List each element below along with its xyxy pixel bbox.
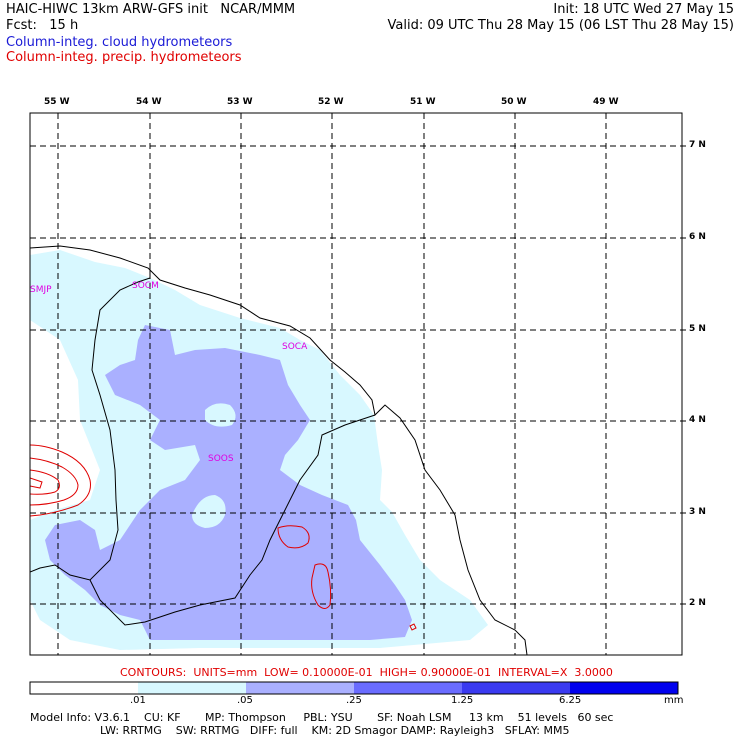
lat-ticks xyxy=(682,145,686,605)
contours-info: CONTOURS: UNITS=mm LOW= 0.10000E-01 HIGH… xyxy=(120,666,613,679)
model-info-line2: LW: RRTMG SW: RRTMG DIFF: full KM: 2D Sm… xyxy=(100,724,570,737)
lat-label-6n: 6 N xyxy=(689,232,706,242)
cloud-shading-medium xyxy=(45,325,412,640)
lon-label-49w: 49 W xyxy=(593,97,619,107)
colorbar-label: 1.25 xyxy=(451,695,474,706)
cloud-hole-2 xyxy=(205,403,236,427)
lat-label-4n: 4 N xyxy=(689,415,706,425)
lon-label-50w: 50 W xyxy=(501,97,527,107)
colorbar-unit: mm xyxy=(664,695,684,706)
field-label-cloud: Column-integ. cloud hydrometeors xyxy=(6,35,233,50)
model-info-line1: Model Info: V3.6.1 CU: KF MP: Thompson P… xyxy=(30,711,614,724)
colorbar-label: 6.25 xyxy=(559,695,582,706)
station-label: SOCM xyxy=(132,281,159,291)
map-frame xyxy=(29,112,683,656)
field-label-precip: Column-integ. precip. hydrometeors xyxy=(6,50,242,65)
station-label: SOOS xyxy=(208,454,234,464)
precip-contours xyxy=(30,444,417,631)
station-label: SOCA xyxy=(282,342,308,352)
lat-label-5n: 5 N xyxy=(689,324,706,334)
forecast-hour: Fcst: 15 h xyxy=(6,18,79,33)
colorbar-label: .25 xyxy=(346,695,362,706)
lon-label-54w: 54 W xyxy=(136,97,162,107)
lon-label-52w: 52 W xyxy=(318,97,344,107)
coastline-borders xyxy=(30,245,528,655)
colorbar-label: .05 xyxy=(237,695,253,706)
lat-label-7n: 7 N xyxy=(689,140,706,150)
colorbar xyxy=(29,681,679,695)
station-label: SMJP xyxy=(30,285,52,295)
lon-label-55w: 55 W xyxy=(44,97,70,107)
init-time: Init: 18 UTC Wed 27 May 15 xyxy=(553,2,734,17)
map-fields: SMJP SOCM SOCA SOOS xyxy=(30,113,682,655)
cloud-hole-1 xyxy=(192,495,226,528)
colorbar-label: .01 xyxy=(130,695,146,706)
lon-label-53w: 53 W xyxy=(227,97,253,107)
lon-label-51w: 51 W xyxy=(410,97,436,107)
valid-time: Valid: 09 UTC Thu 28 May 15 (06 LST Thu … xyxy=(387,18,735,33)
model-title: HAIC-HIWC 13km ARW-GFS init NCAR/MMM xyxy=(6,2,296,17)
lat-label-2n: 2 N xyxy=(689,598,706,608)
lat-label-3n: 3 N xyxy=(689,507,706,517)
